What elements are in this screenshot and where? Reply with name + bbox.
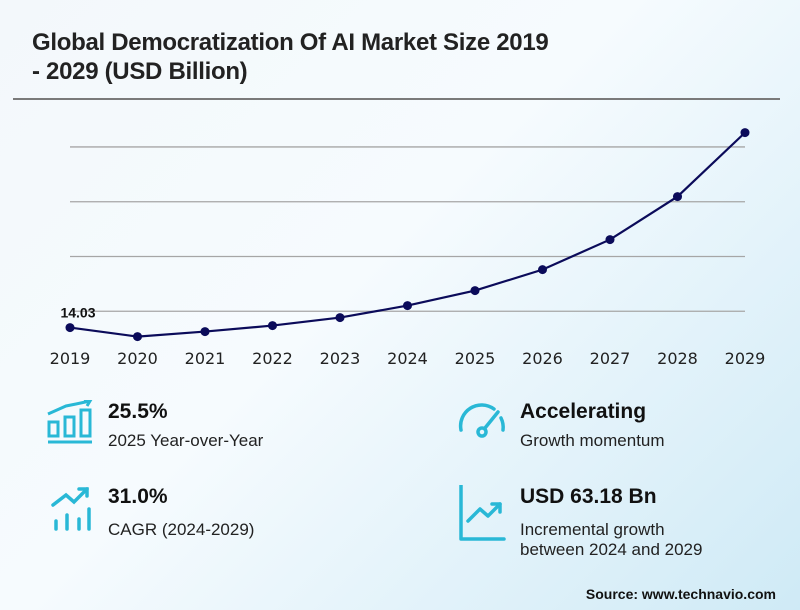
source-credit: Source: www.technavio.com <box>585 586 776 602</box>
data-point-2022 <box>268 321 277 331</box>
stat-value: USD 63.18 Bn <box>520 485 657 508</box>
x-tick-label: 2022 <box>252 349 293 368</box>
stat-desc-line-1: Incremental growth <box>520 520 665 539</box>
data-point-2019 <box>65 323 75 333</box>
stat-value: 25.5% <box>108 400 168 423</box>
x-tick-label: 2029 <box>725 349 766 368</box>
x-tick-label: 2020 <box>117 349 158 368</box>
data-point-2021 <box>200 327 210 337</box>
data-point-2027 <box>605 235 615 245</box>
line-chart-up-icon <box>459 485 506 541</box>
x-tick-label: 2021 <box>185 349 226 368</box>
stat-value: Accelerating <box>520 400 647 423</box>
x-tick-label: 2026 <box>522 349 563 368</box>
x-tick-label: 2024 <box>387 349 428 368</box>
stat-desc: Incremental growth between 2024 and 2029 <box>520 520 702 560</box>
chart-title: Global Democratization Of AI Market Size… <box>32 28 732 86</box>
stat-desc: CAGR (2024-2029) <box>108 520 255 539</box>
trend-up-bars-icon <box>51 487 91 531</box>
data-label: 14.03 <box>60 305 95 321</box>
data-point-2020 <box>133 332 142 342</box>
stat-value: 31.0% <box>108 485 168 508</box>
x-tick-label: 2028 <box>657 349 698 368</box>
stat-desc: 2025 Year-over-Year <box>108 431 264 450</box>
speedometer-icon <box>458 403 505 438</box>
data-point-2025 <box>470 286 480 296</box>
title-divider <box>13 98 780 100</box>
x-tick-label: 2025 <box>455 349 496 368</box>
bar-chart-growth-icon <box>47 400 93 444</box>
line-chart: 2019 2020 2021 2022 2023 2024 2025 2026 2027 2028… <box>50 128 766 368</box>
x-tick-label: 2019 <box>50 349 91 368</box>
data-point-2026 <box>538 265 547 275</box>
data-point-2023 <box>335 313 345 323</box>
title-line-1: Global Democratization Of AI Market Size… <box>32 29 549 56</box>
data-point-2029 <box>740 128 750 138</box>
stat-desc-line-2: between 2024 and 2029 <box>520 540 703 559</box>
title-line-2: - 2029 (USD Billion) <box>32 58 248 85</box>
stat-desc: Growth momentum <box>520 431 665 450</box>
data-point-2028 <box>673 192 682 202</box>
x-tick-label: 2023 <box>320 349 361 368</box>
data-point-2024 <box>403 301 412 311</box>
x-tick-label: 2027 <box>590 349 631 368</box>
